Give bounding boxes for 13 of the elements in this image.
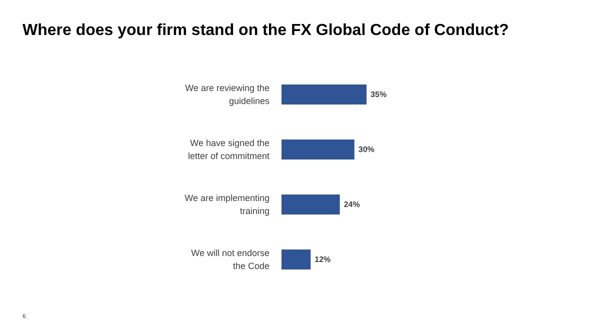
- y-tick-label: We have signed the letter of commitment: [188, 138, 270, 161]
- bar: [282, 84, 367, 104]
- y-tick-label: We are reviewing the guidelines: [185, 83, 270, 106]
- data-label: 35%: [370, 90, 387, 99]
- chart-title: Where does your firm stand on the FX Global Code of Conduct?: [22, 22, 509, 39]
- data-label: 12%: [314, 255, 331, 264]
- y-tick-label: We are implementing training: [184, 193, 270, 216]
- data-label: 24%: [344, 200, 360, 209]
- bar: [282, 140, 354, 160]
- data-label: 30%: [358, 145, 374, 154]
- bar: [282, 250, 311, 270]
- y-tick-label: We will not endorse the Code: [191, 248, 270, 271]
- bar: [282, 194, 340, 214]
